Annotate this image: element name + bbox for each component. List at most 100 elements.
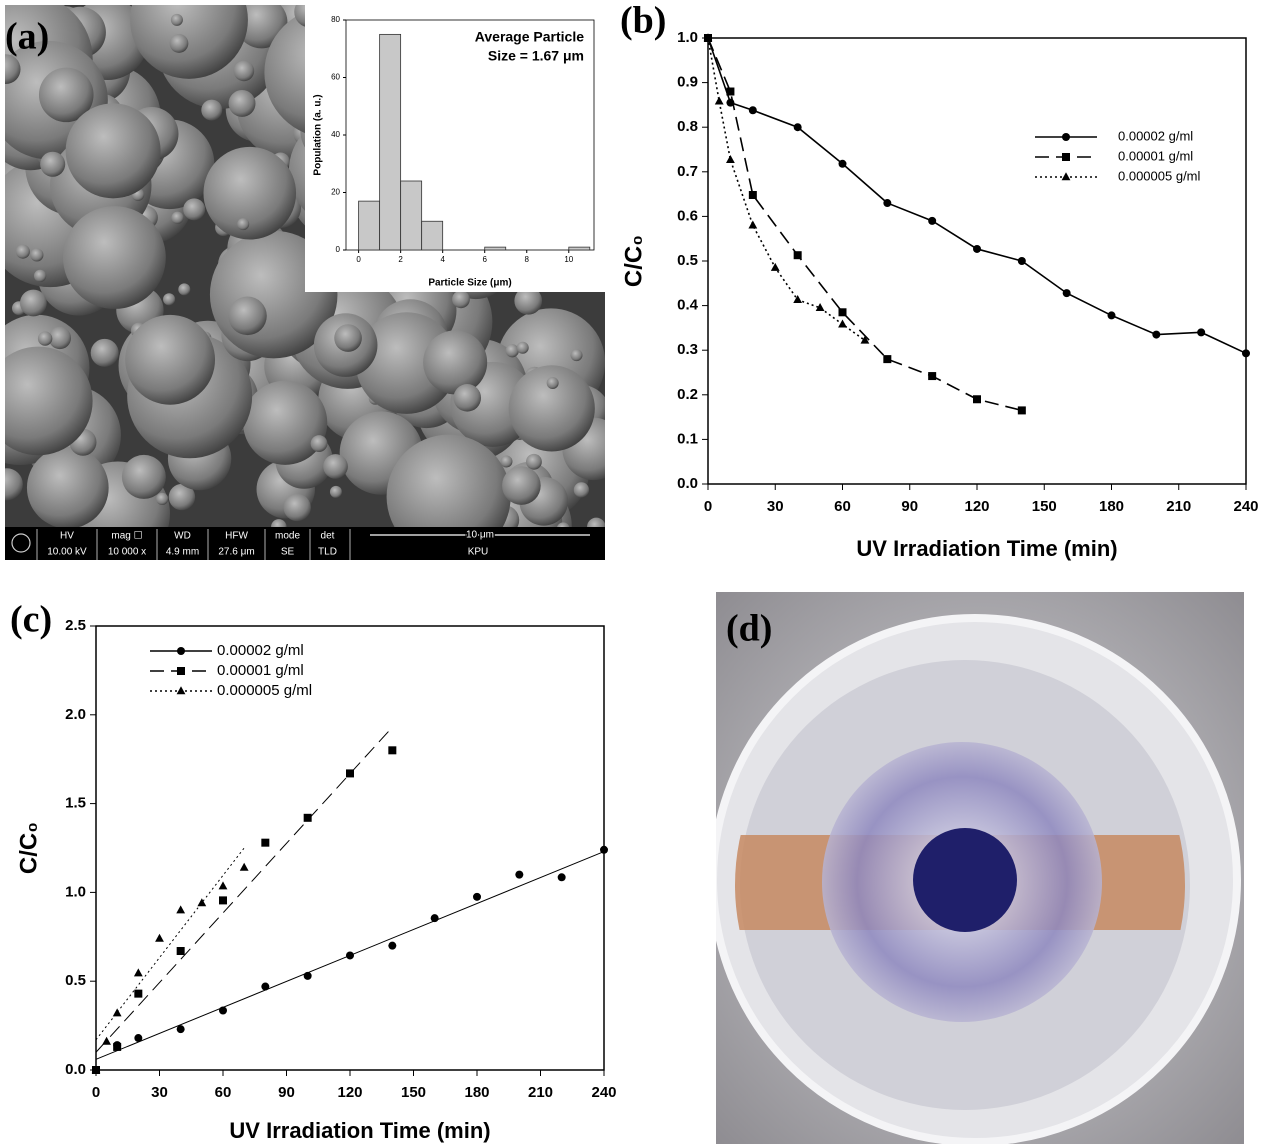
marker: [726, 87, 735, 96]
x-tick-label: 0: [704, 498, 712, 515]
info-value: SE: [281, 547, 295, 558]
marker: [793, 123, 802, 132]
sem-particle: [183, 198, 206, 221]
x-tick-label: 150: [401, 1084, 426, 1101]
marker: [815, 303, 825, 312]
sem-particle: [5, 54, 21, 85]
y-tick-label: 0.3: [677, 341, 698, 358]
series-line: [707, 37, 1247, 355]
beaker-photo: [716, 592, 1244, 1144]
sem-particle: [508, 365, 595, 452]
sem-particle: [310, 435, 328, 453]
y-tick-label: 1.0: [677, 29, 698, 46]
sem-particle: [334, 324, 362, 352]
x-tick-label: 30: [767, 498, 784, 515]
histogram-bar: [484, 246, 507, 251]
sem-particle: [130, 5, 248, 79]
x-tick-label: 90: [278, 1084, 295, 1101]
marker: [1017, 406, 1026, 415]
fit-line: [95, 847, 245, 1041]
sem-particle: [423, 330, 488, 395]
marker: [219, 1006, 227, 1015]
marker: [176, 905, 186, 914]
x-tick-label: 60: [834, 498, 851, 515]
x-tick-label: 90: [901, 498, 918, 515]
y-tick-label: 0: [336, 245, 341, 254]
sem-particle: [171, 211, 184, 224]
x-tick-label: 150: [1032, 498, 1057, 515]
marker: [134, 989, 143, 998]
marker: [261, 838, 270, 847]
marker: [346, 769, 354, 778]
sem-particle: [178, 283, 191, 296]
sem-particle: [33, 269, 47, 283]
sem-particle: [30, 248, 44, 262]
sem-particle: [48, 326, 72, 350]
marker: [1062, 289, 1071, 298]
info-value: 10.00 kV: [47, 547, 87, 558]
marker: [883, 355, 892, 364]
legend-marker: [1061, 172, 1071, 181]
x-axis-label: UV Irradiation Time (min): [856, 536, 1117, 561]
marker: [860, 335, 870, 344]
inset-background: [305, 5, 605, 292]
legend-marker: [177, 667, 185, 675]
info-header: WD: [174, 531, 191, 542]
x-tick-label: 4: [440, 255, 445, 264]
sem-particle: [37, 331, 53, 346]
plot-frame: [95, 625, 605, 1071]
marker: [793, 295, 803, 304]
lab-name: KPU: [468, 547, 489, 558]
marker: [134, 1034, 143, 1043]
y-axis-label: C/C₀: [620, 235, 647, 287]
sem-particle: [505, 344, 519, 358]
scale-bar-label: 10 μm: [466, 530, 494, 541]
fit-line: [95, 726, 393, 1053]
sem-particle: [514, 286, 543, 315]
sem-particle: [525, 453, 542, 470]
marker: [303, 971, 312, 980]
x-axis-label: UV Irradiation Time (min): [229, 1118, 490, 1143]
panel-label: (b): [620, 0, 666, 42]
y-tick-label: 0.1: [677, 430, 698, 447]
sem-particle: [40, 151, 66, 177]
info-header: det: [321, 531, 335, 542]
y-axis-label: C/C₀: [15, 822, 42, 874]
sem-particle: [38, 67, 94, 123]
sem-particle: [90, 338, 119, 367]
marker: [748, 220, 758, 229]
marker: [1107, 311, 1116, 320]
histogram-bar: [358, 200, 381, 251]
histogram-bar: [421, 220, 444, 251]
marker: [1152, 330, 1161, 339]
y-tick-label: 40: [331, 130, 340, 139]
x-tick-label: 60: [215, 1084, 232, 1101]
y-tick-label: 0.5: [677, 252, 698, 269]
sem-particle: [237, 218, 250, 231]
sem-particle: [228, 90, 256, 117]
sem-particle: [163, 293, 176, 306]
sem-particle: [587, 517, 605, 527]
info-value: 10 000 x: [108, 547, 146, 558]
y-tick-label: 1.5: [65, 795, 86, 812]
sem-particle: [453, 384, 482, 412]
histogram-bar: [568, 246, 591, 251]
legend-label: 0.00001 g/ml: [1118, 148, 1193, 163]
annotation: Size = 1.67 μm: [488, 48, 584, 64]
histogram-bar: [379, 33, 402, 251]
marker: [973, 244, 981, 253]
marker: [770, 262, 780, 271]
marker: [388, 746, 397, 755]
sem-particle: [5, 468, 23, 501]
y-tick-label: 1.0: [65, 883, 86, 900]
marker: [218, 881, 228, 890]
legend-marker: [1062, 133, 1070, 141]
marker: [1242, 349, 1250, 358]
sem-particle: [386, 434, 511, 527]
marker: [388, 941, 397, 950]
marker: [1197, 328, 1206, 337]
y-tick-label: 0.6: [677, 207, 698, 224]
marker: [102, 1036, 111, 1045]
x-tick-label: 240: [1233, 498, 1258, 515]
